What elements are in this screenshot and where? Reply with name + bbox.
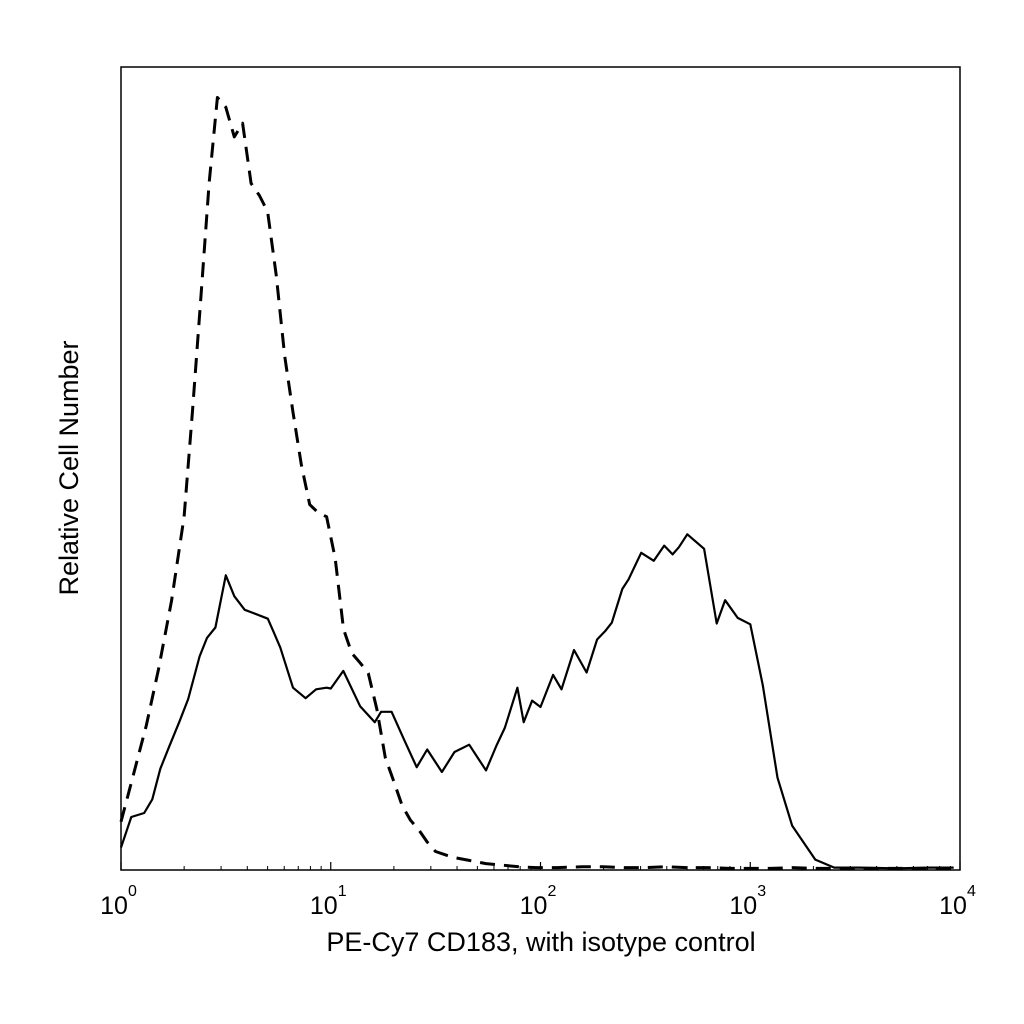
series-layer <box>119 96 954 870</box>
x-axis-title: PE-Cy7 CD183, with isotype control <box>326 927 755 957</box>
x-tick-label: 10 <box>520 892 548 920</box>
x-tick-exponent: 3 <box>757 883 766 900</box>
x-tick-exponent: 1 <box>338 883 347 900</box>
y-axis-title: Relative Cell Number <box>54 340 84 595</box>
x-tick-label: 10 <box>939 892 967 920</box>
x-tick-label: 10 <box>729 892 757 920</box>
isotype-control-line <box>119 96 954 870</box>
x-tick-exponent: 2 <box>548 883 557 900</box>
cd183-stained-line <box>119 533 954 870</box>
plot-frame <box>120 66 961 871</box>
x-tick-label: 10 <box>310 892 338 920</box>
x-tick-exponent: 0 <box>128 883 137 900</box>
x-tick-exponent: 4 <box>967 883 976 900</box>
x-tick-label: 10 <box>100 892 128 920</box>
